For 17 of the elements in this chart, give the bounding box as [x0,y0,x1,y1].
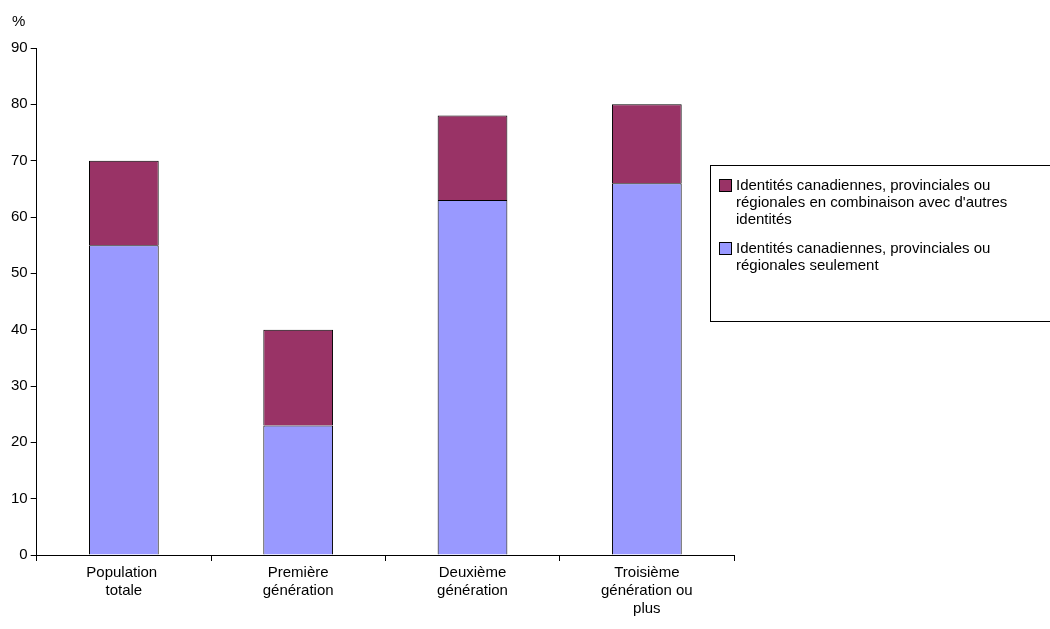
y-tick-label: 40 [11,319,28,337]
y-tick-label: 30 [11,376,28,394]
y-axis-title: % [12,11,26,29]
y-tick-label: 10 [11,488,28,506]
y-tick-label: 0 [19,545,28,563]
y-tick-label: 60 [11,207,28,225]
x-tick-label: Première génération [262,563,334,599]
y-tick-label: 50 [11,263,28,281]
y-tick-label: 80 [11,94,28,112]
y-tick-label: 70 [11,150,28,168]
x-tick-label: Deuxième génération [437,563,508,599]
y-tick-label: 90 [11,38,28,56]
x-tick-label: Troisième génération ou plus [600,563,693,617]
legend-label: Identités canadiennes, provinciales ou régionales en combinaison avec d'autres identités [736,176,1009,227]
legend-label: Identités canadiennes, provinciales ou régionales seulement [736,239,992,273]
x-tick-label: Population totale [86,563,162,599]
y-tick-label: 20 [11,432,28,450]
